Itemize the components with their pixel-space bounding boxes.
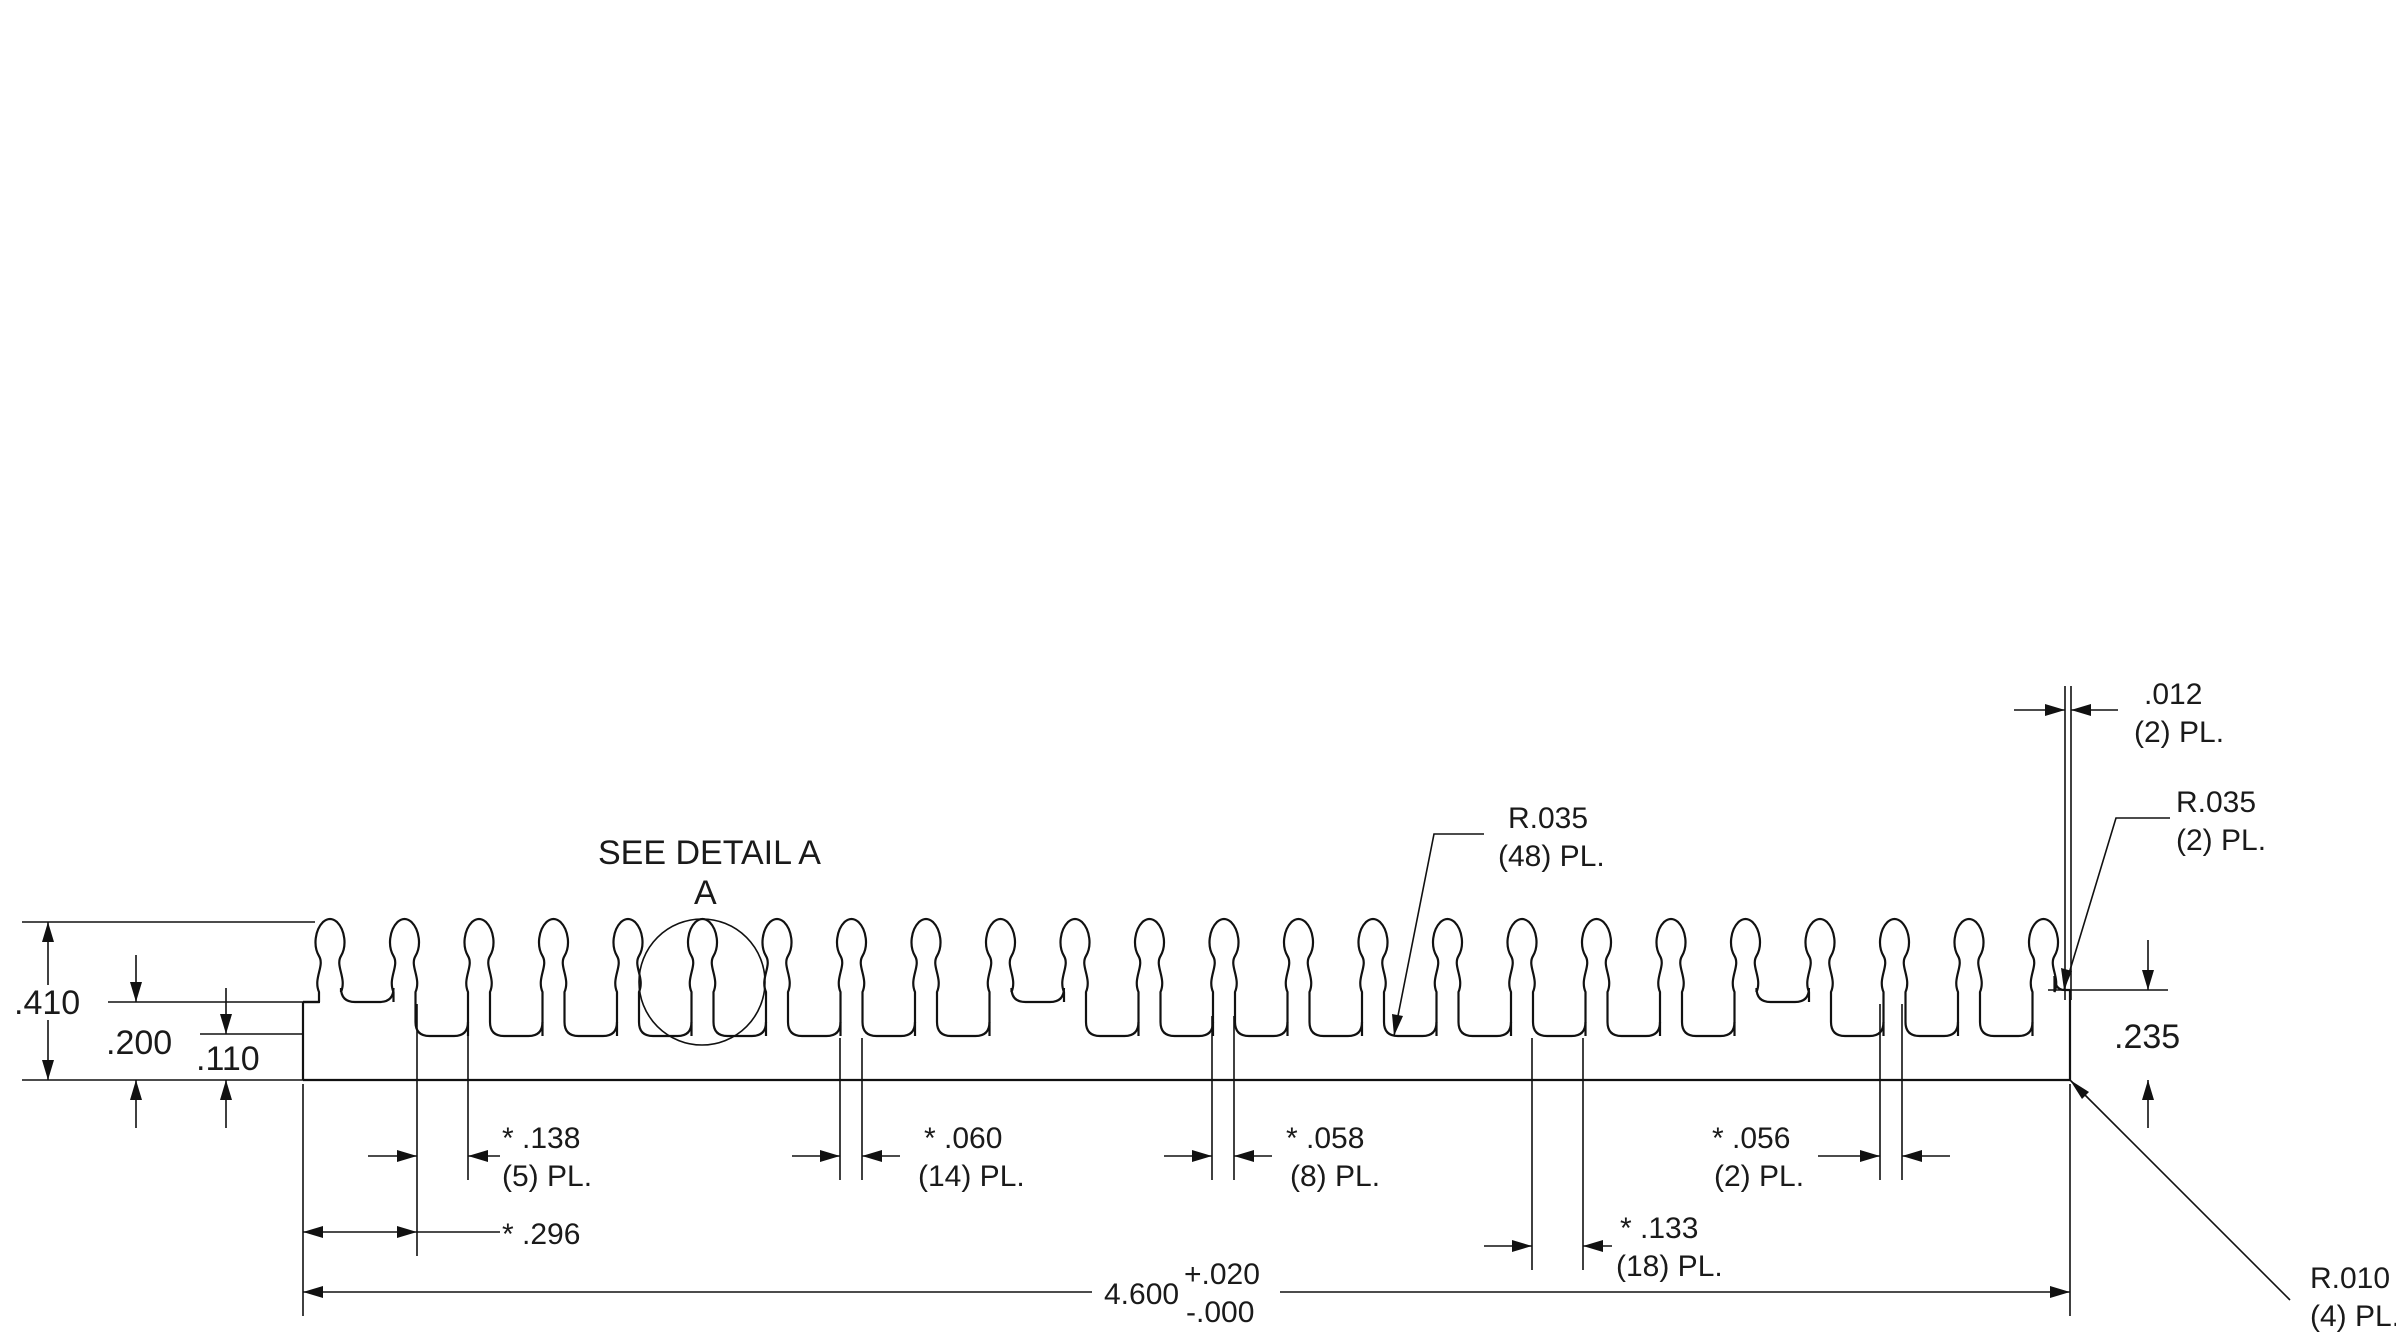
gap-056-dimension <box>1818 1004 1950 1180</box>
fin-array <box>303 917 2070 1038</box>
fin <box>1357 917 1438 1038</box>
pitch-138-count: (5) PL. <box>502 1160 592 1193</box>
root-radius-count: (48) PL. <box>1498 840 1605 873</box>
fin <box>984 917 1066 1036</box>
pitch-133-dimension <box>1484 1038 1612 1270</box>
base-thickness-label: .110 <box>196 1040 260 1078</box>
fin <box>612 917 693 1038</box>
fin <box>463 917 544 1038</box>
gap-060-label: * .060 <box>924 1122 1002 1155</box>
detail-callout: SEE DETAIL A <box>598 834 821 872</box>
fin <box>1133 917 1215 1038</box>
gap-056-label: * .056 <box>1712 1122 1790 1155</box>
fin <box>1729 917 1811 1036</box>
fin <box>1655 917 1736 1038</box>
end-width-dimension <box>2014 686 2118 1000</box>
offset-296-dimension <box>302 1084 500 1316</box>
mid-height-label: .200 <box>106 1024 172 1062</box>
fin <box>2027 917 2060 1036</box>
gap-060-count: (14) PL. <box>918 1160 1025 1193</box>
end-radius-count: (2) PL. <box>2176 824 2266 857</box>
fin <box>686 917 768 1038</box>
fin <box>1878 917 1960 1038</box>
right-dimensions <box>2048 940 2168 1128</box>
pitch-133-count: (18) PL. <box>1616 1250 1723 1283</box>
gap-058-count: (8) PL. <box>1290 1160 1380 1193</box>
corner-radius-label: R.010 <box>2310 1262 2390 1295</box>
pitch-133-label: * .133 <box>1620 1212 1698 1245</box>
tolerance-minus: -.000 <box>1186 1296 1254 1329</box>
overall-length-label: 4.600 <box>1104 1278 1179 1311</box>
fin <box>1059 917 1140 1038</box>
fin <box>1431 917 1513 1038</box>
gap-058-label: * .058 <box>1286 1122 1364 1155</box>
fin <box>1506 917 1587 1038</box>
fin <box>314 917 395 1004</box>
gap-058-dimension <box>1164 1016 1272 1180</box>
fin <box>1282 917 1364 1038</box>
fin <box>1208 917 1289 1038</box>
detail-letter: A <box>694 874 717 912</box>
left-dimensions <box>22 921 315 1128</box>
pitch-138-label: * .138 <box>502 1122 580 1155</box>
fin <box>910 917 991 1038</box>
root-radius-leader <box>1392 833 1484 1037</box>
fin <box>835 917 917 1038</box>
gap-060-dimension <box>792 1038 900 1180</box>
root-radius-label: R.035 <box>1508 802 1588 835</box>
fin <box>1953 917 2034 1038</box>
end-radius-leader <box>2061 817 2170 991</box>
fin <box>761 917 842 1038</box>
gap-056-count: (2) PL. <box>1714 1160 1804 1193</box>
overall-length-dimension <box>303 1084 2071 1316</box>
corner-radius-count: (4) PL. <box>2310 1300 2396 1332</box>
fin <box>388 917 470 1038</box>
overall-height-label: .410 <box>14 984 80 1022</box>
tolerance-plus: +.020 <box>1184 1258 1260 1291</box>
corner-radius-leader <box>2069 1079 2291 1301</box>
fin <box>1580 917 1662 1038</box>
end-width-label: .012 <box>2144 678 2202 711</box>
detail-a-circle <box>638 918 766 1046</box>
offset-296-label: * .296 <box>502 1218 580 1251</box>
end-width-count: (2) PL. <box>2134 716 2224 749</box>
end-radius-label: R.035 <box>2176 786 2256 819</box>
fin <box>537 917 619 1038</box>
right-height-label: .235 <box>2114 1018 2180 1056</box>
fin <box>1804 917 1885 1038</box>
pitch-138-dimension <box>368 1004 500 1256</box>
